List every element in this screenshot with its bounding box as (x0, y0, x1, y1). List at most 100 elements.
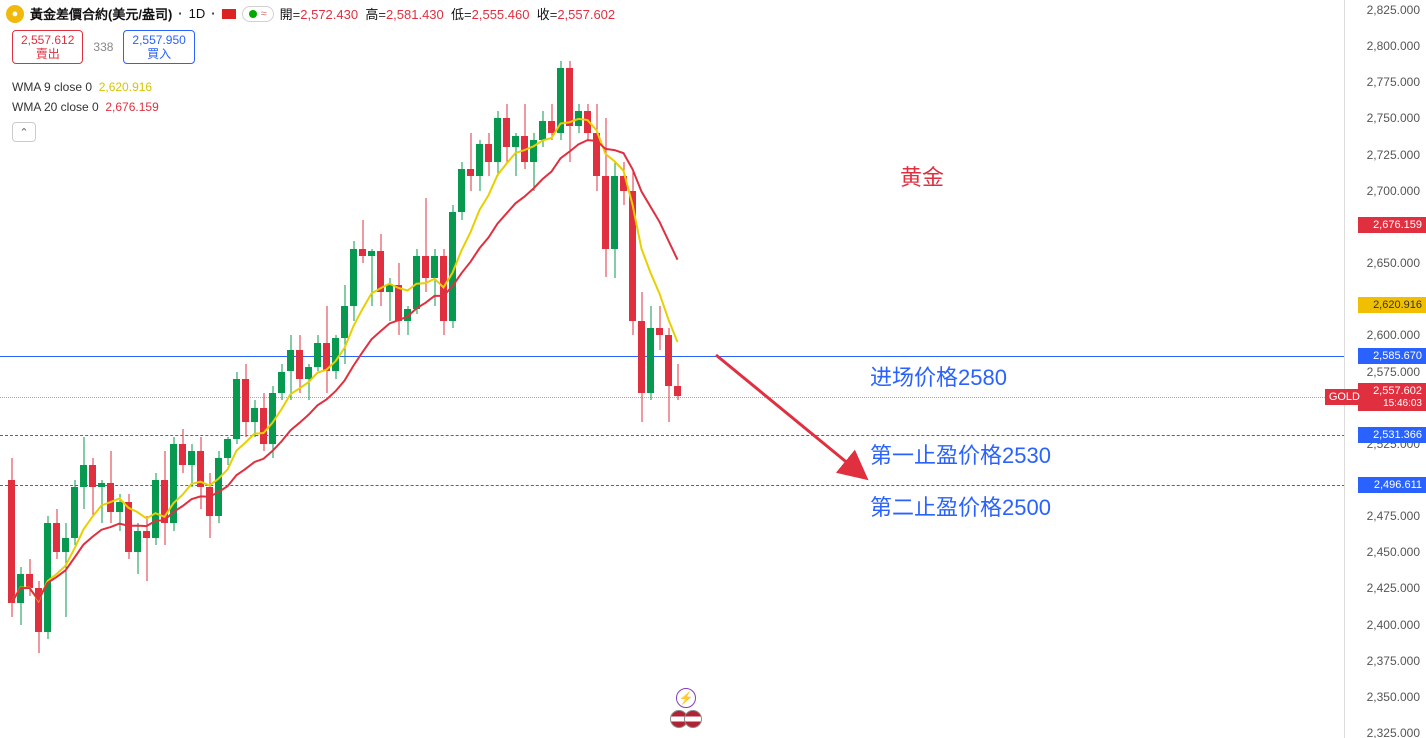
candle[interactable] (323, 0, 330, 738)
price-tag: 2,557.60215:46:03 (1358, 383, 1426, 411)
candle[interactable] (620, 0, 627, 738)
annotation-text[interactable]: 第二止盈价格2500 (870, 490, 1051, 522)
candle[interactable] (638, 0, 645, 738)
candle[interactable] (233, 0, 240, 738)
candle[interactable] (611, 0, 618, 738)
y-tick: 2,650.000 (1367, 256, 1420, 270)
candle[interactable] (503, 0, 510, 738)
candle[interactable] (656, 0, 663, 738)
y-tick: 2,400.000 (1367, 618, 1420, 632)
y-tick: 2,475.000 (1367, 509, 1420, 523)
candle[interactable] (602, 0, 609, 738)
candle[interactable] (350, 0, 357, 738)
y-tick: 2,800.000 (1367, 39, 1420, 53)
price-chart[interactable] (0, 0, 1345, 738)
candle[interactable] (341, 0, 348, 738)
candle[interactable] (665, 0, 672, 738)
y-tick: 2,325.000 (1367, 726, 1420, 738)
candle[interactable] (242, 0, 249, 738)
candle[interactable] (422, 0, 429, 738)
candle[interactable] (206, 0, 213, 738)
candle[interactable] (197, 0, 204, 738)
y-tick: 2,775.000 (1367, 75, 1420, 89)
candle[interactable] (449, 0, 456, 738)
candle[interactable] (278, 0, 285, 738)
candle[interactable] (80, 0, 87, 738)
candle[interactable] (179, 0, 186, 738)
candle[interactable] (269, 0, 276, 738)
candle[interactable] (287, 0, 294, 738)
annotation-text[interactable]: 黄金 (900, 160, 944, 192)
candle[interactable] (107, 0, 114, 738)
candle[interactable] (359, 0, 366, 738)
candle[interactable] (152, 0, 159, 738)
y-tick: 2,375.000 (1367, 654, 1420, 668)
candle[interactable] (404, 0, 411, 738)
candle[interactable] (494, 0, 501, 738)
price-tag: 2,585.670 (1358, 348, 1426, 364)
candle[interactable] (26, 0, 33, 738)
candle[interactable] (557, 0, 564, 738)
candle[interactable] (134, 0, 141, 738)
candle[interactable] (62, 0, 69, 738)
candle[interactable] (44, 0, 51, 738)
candle[interactable] (224, 0, 231, 738)
candle[interactable] (215, 0, 222, 738)
candle[interactable] (431, 0, 438, 738)
y-tick: 2,600.000 (1367, 328, 1420, 342)
candle[interactable] (251, 0, 258, 738)
price-axis[interactable]: 2,825.0002,800.0002,775.0002,750.0002,72… (1344, 0, 1426, 738)
candle[interactable] (368, 0, 375, 738)
symbol-tag: GOLD (1325, 389, 1364, 405)
candle[interactable] (89, 0, 96, 738)
candle[interactable] (98, 0, 105, 738)
y-tick: 2,750.000 (1367, 111, 1420, 125)
event-flags[interactable] (670, 710, 702, 728)
candle[interactable] (71, 0, 78, 738)
candle[interactable] (305, 0, 312, 738)
candle[interactable] (395, 0, 402, 738)
chart-root: ● 黃金差價合約(美元/盎司) · 1D · ≈ 開=2,572.430 高=2… (0, 0, 1426, 738)
candle[interactable] (332, 0, 339, 738)
candle[interactable] (584, 0, 591, 738)
candle[interactable] (629, 0, 636, 738)
candle[interactable] (458, 0, 465, 738)
candle[interactable] (566, 0, 573, 738)
y-tick: 2,450.000 (1367, 545, 1420, 559)
candle[interactable] (512, 0, 519, 738)
candle[interactable] (188, 0, 195, 738)
y-tick: 2,700.000 (1367, 184, 1420, 198)
candle[interactable] (440, 0, 447, 738)
candle[interactable] (260, 0, 267, 738)
candle[interactable] (539, 0, 546, 738)
annotation-text[interactable]: 第一止盈价格2530 (870, 438, 1051, 470)
candle[interactable] (125, 0, 132, 738)
candle[interactable] (413, 0, 420, 738)
bolt-icon[interactable]: ⚡ (676, 688, 696, 708)
candle[interactable] (116, 0, 123, 738)
candle[interactable] (575, 0, 582, 738)
candle[interactable] (674, 0, 681, 738)
candle[interactable] (35, 0, 42, 738)
candle[interactable] (17, 0, 24, 738)
y-tick: 2,350.000 (1367, 690, 1420, 704)
candle[interactable] (386, 0, 393, 738)
candle[interactable] (296, 0, 303, 738)
candle[interactable] (485, 0, 492, 738)
candle[interactable] (593, 0, 600, 738)
candle[interactable] (548, 0, 555, 738)
price-tag: 2,496.611 (1358, 477, 1426, 493)
candle[interactable] (314, 0, 321, 738)
candle[interactable] (53, 0, 60, 738)
candle[interactable] (170, 0, 177, 738)
annotation-text[interactable]: 进场价格2580 (870, 360, 1007, 392)
candle[interactable] (521, 0, 528, 738)
candle[interactable] (476, 0, 483, 738)
candle[interactable] (647, 0, 654, 738)
candle[interactable] (530, 0, 537, 738)
candle[interactable] (377, 0, 384, 738)
candle[interactable] (467, 0, 474, 738)
candle[interactable] (8, 0, 15, 738)
candle[interactable] (143, 0, 150, 738)
candle[interactable] (161, 0, 168, 738)
